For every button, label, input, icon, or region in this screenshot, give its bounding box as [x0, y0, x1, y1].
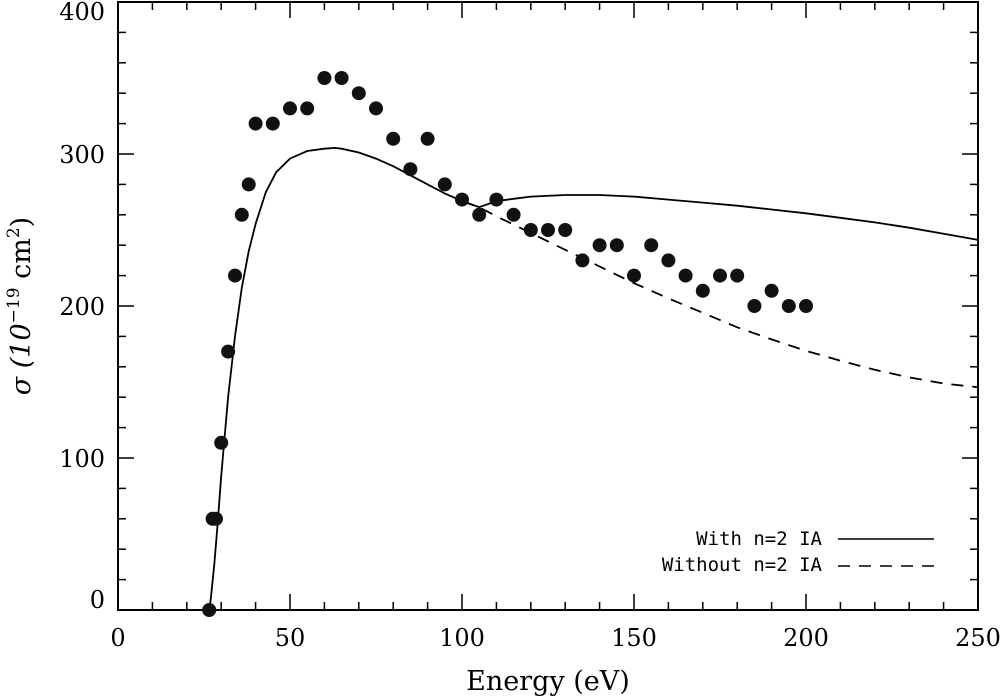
data-point: [403, 162, 418, 177]
data-point: [214, 435, 229, 450]
y-axis-title-exponent: −19: [4, 287, 24, 323]
data-point: [202, 603, 217, 617]
y-tick-label: 100: [59, 445, 105, 473]
axis-tick-labels: 0 50 100 150 200 250 0 100 200 300 400: [59, 0, 1001, 652]
data-point: [265, 116, 280, 131]
data-point: [489, 192, 504, 207]
axis-ticks: [117, 1, 979, 611]
plot-frame: [117, 1, 979, 611]
y-axis-title-suffix: ): [6, 217, 37, 228]
data-point: [764, 283, 779, 298]
y-tick-label: 300: [59, 141, 105, 169]
data-point: [351, 86, 366, 101]
y-axis-title-unit-exponent: 2: [4, 227, 24, 238]
data-point: [592, 238, 607, 253]
data-point: [234, 207, 249, 222]
data-point: [799, 299, 813, 313]
data-point: [283, 101, 297, 116]
data-point: [221, 344, 236, 359]
data-point: [420, 131, 435, 146]
x-tick-label: 100: [439, 624, 485, 652]
data-point: [661, 253, 676, 268]
data-point: [695, 283, 710, 298]
series-line-without-ia: [461, 200, 979, 389]
data-point: [300, 101, 315, 116]
data-point: [334, 71, 349, 85]
y-axis-title-unit: cm: [6, 238, 37, 287]
data-point: [506, 207, 521, 222]
data-point: [713, 268, 727, 283]
data-point: [644, 238, 659, 253]
y-axis-title: σ (10−19 cm2): [4, 217, 37, 395]
data-point: [472, 207, 487, 222]
y-axis-title-prefix: σ (10: [6, 323, 37, 395]
data-point: [730, 268, 745, 283]
data-point: [369, 101, 383, 116]
y-tick-label: 0: [90, 586, 105, 614]
data-point: [747, 299, 762, 313]
data-point: [228, 268, 242, 283]
legend: With n=2 IA Without n=2 IA: [662, 528, 934, 576]
data-point: [317, 71, 332, 85]
data-point: [455, 192, 469, 207]
x-tick-label: 50: [275, 624, 306, 652]
data-point: [781, 299, 796, 313]
data-point: [523, 223, 538, 237]
legend-label-without-ia: Without n=2 IA: [662, 554, 823, 576]
y-tick-label: 200: [59, 293, 105, 321]
x-tick-label: 150: [611, 624, 657, 652]
data-points: [202, 71, 813, 617]
data-point: [558, 223, 573, 237]
series-lines: [208, 146, 979, 611]
series-line-with-ia: [208, 146, 979, 611]
data-point: [248, 116, 263, 131]
legend-label-with-ia: With n=2 IA: [696, 528, 822, 550]
x-tick-label: 250: [955, 624, 1001, 652]
data-point: [241, 177, 256, 192]
data-point: [575, 253, 590, 268]
x-axis-title: Energy (eV): [466, 666, 630, 697]
x-tick-label: 200: [783, 624, 829, 652]
data-point: [437, 177, 452, 192]
data-point: [386, 131, 401, 146]
data-point: [627, 268, 641, 283]
data-point: [609, 238, 624, 253]
data-point: [541, 223, 555, 237]
data-point: [678, 268, 693, 283]
y-tick-label: 400: [59, 0, 105, 26]
data-point: [209, 511, 223, 526]
x-tick-label: 0: [110, 624, 125, 652]
